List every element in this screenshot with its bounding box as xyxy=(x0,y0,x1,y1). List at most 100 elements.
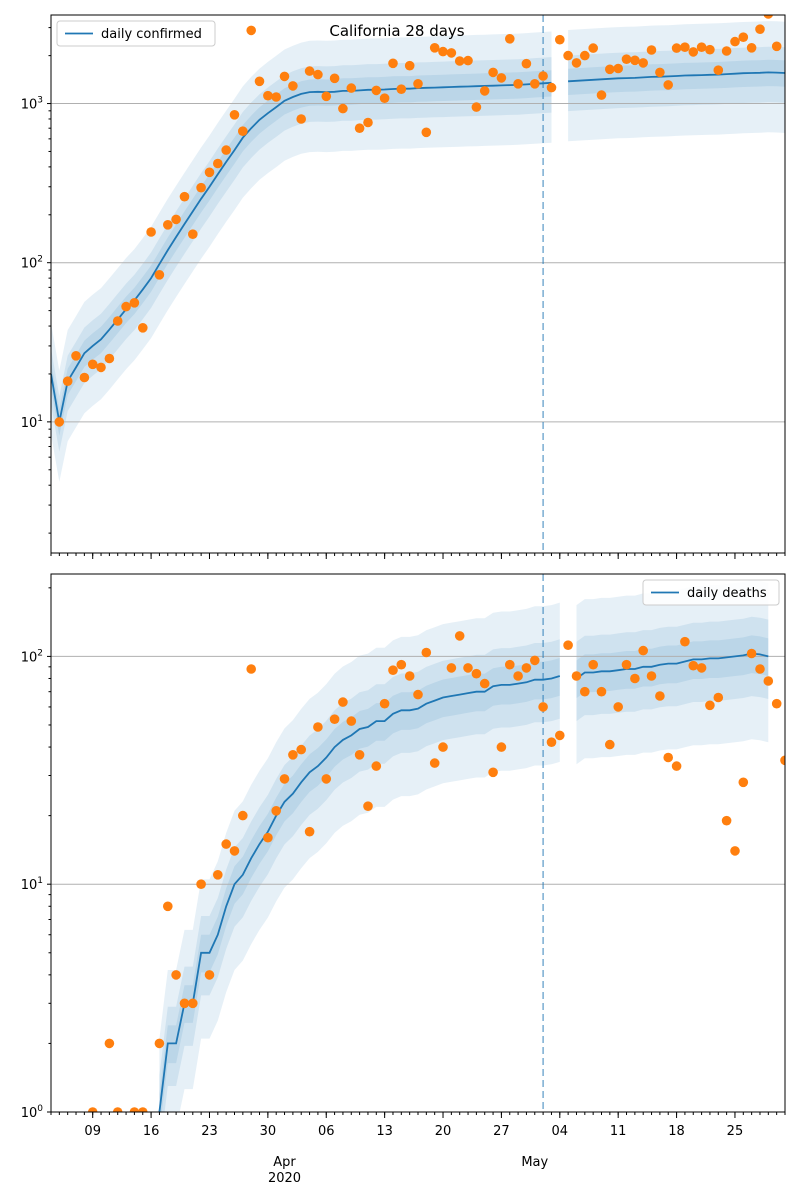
observed-point xyxy=(488,767,498,778)
observed-point xyxy=(680,636,690,647)
observed-point xyxy=(279,774,290,784)
observed-point xyxy=(563,50,573,61)
observed-point xyxy=(238,810,248,821)
observed-point xyxy=(112,1107,123,1112)
observed-point xyxy=(329,714,340,724)
observed-point xyxy=(496,742,507,752)
observed-point xyxy=(680,42,690,52)
observed-point xyxy=(638,58,648,68)
observed-point xyxy=(613,702,623,712)
observed-point xyxy=(446,48,457,58)
uncertainty-band xyxy=(568,46,785,112)
observed-point xyxy=(62,376,73,387)
observed-point xyxy=(338,697,348,707)
observed-point xyxy=(329,73,340,84)
observed-point xyxy=(730,36,740,47)
observed-point xyxy=(538,702,548,712)
observed-point xyxy=(780,755,785,766)
observed-point xyxy=(596,90,607,100)
observed-point xyxy=(179,998,190,1009)
uncertainty-band xyxy=(159,602,560,1112)
x-tick-label: 13 xyxy=(376,1124,393,1139)
observed-point xyxy=(621,54,632,64)
observed-point xyxy=(346,716,357,726)
observed-point xyxy=(713,65,724,75)
observed-point xyxy=(663,752,673,763)
observed-point xyxy=(421,647,432,658)
observed-point xyxy=(304,66,315,76)
observed-point xyxy=(363,801,373,811)
y-tick-exponent: 2 xyxy=(37,648,43,658)
observed-point xyxy=(221,145,231,155)
observed-point xyxy=(188,229,198,239)
observed-point xyxy=(254,76,265,87)
observed-point xyxy=(771,698,782,709)
observed-point xyxy=(296,744,307,755)
observed-point xyxy=(321,774,332,784)
observed-point xyxy=(354,750,365,760)
observed-point xyxy=(304,826,315,837)
figure-title: California 28 days xyxy=(329,22,464,40)
x-tick-label: 16 xyxy=(143,1124,160,1139)
observed-point xyxy=(129,298,140,308)
observed-point xyxy=(163,220,173,230)
y-tick-label: 102 xyxy=(21,648,43,665)
observed-point xyxy=(705,700,715,711)
x-tick-label: 04 xyxy=(552,1124,569,1139)
confirmed-panel: 101 102 103 daily confirmed xyxy=(21,14,786,559)
observed-point xyxy=(630,673,640,684)
observed-point xyxy=(688,660,699,671)
observed-point xyxy=(738,32,749,42)
observed-point xyxy=(371,85,382,96)
y-tick-label: 103 xyxy=(21,96,43,113)
observed-point xyxy=(171,214,181,225)
observed-point xyxy=(71,351,81,361)
observed-point xyxy=(279,71,290,82)
observed-point xyxy=(763,676,774,686)
observed-point xyxy=(129,1107,140,1112)
y-tick-exponent: 1 xyxy=(37,876,43,886)
observed-point xyxy=(363,117,373,128)
model-line xyxy=(575,652,769,680)
observed-point xyxy=(379,698,390,709)
observed-point xyxy=(154,270,165,280)
observed-point xyxy=(96,362,106,373)
legend-box xyxy=(642,579,780,606)
observed-point xyxy=(221,839,231,849)
observed-point xyxy=(671,761,682,771)
observed-point xyxy=(263,90,273,101)
legend-box xyxy=(56,20,216,47)
observed-point xyxy=(87,1107,98,1112)
y-tick-label: 100 xyxy=(21,1104,44,1121)
observed-point xyxy=(505,34,515,44)
observed-point xyxy=(196,879,206,889)
uncertainty-band xyxy=(576,580,769,765)
month-label: Apr xyxy=(273,1155,296,1170)
observed-point xyxy=(263,832,273,843)
observed-point xyxy=(229,110,240,120)
month-label: May xyxy=(521,1155,548,1170)
observed-point xyxy=(404,60,415,71)
observed-point xyxy=(605,739,615,750)
observed-point xyxy=(204,167,215,178)
plot-area xyxy=(51,15,785,553)
x-tick-label: 20 xyxy=(435,1124,452,1139)
observed-point xyxy=(138,323,148,333)
observed-point xyxy=(571,58,582,68)
observed-point xyxy=(713,692,724,703)
x-tick-label: 11 xyxy=(610,1124,627,1139)
observed-point xyxy=(563,640,573,650)
x-tick-label: 25 xyxy=(727,1124,744,1139)
observed-point xyxy=(580,50,590,61)
observed-point xyxy=(213,158,223,169)
observed-point xyxy=(438,742,448,752)
observed-point xyxy=(580,686,590,697)
observed-point xyxy=(671,43,682,53)
observed-point xyxy=(396,659,407,670)
observed-point xyxy=(154,1038,165,1049)
observed-point xyxy=(513,671,523,681)
observed-point xyxy=(288,81,298,91)
observed-point xyxy=(104,353,115,364)
observed-point xyxy=(555,730,565,741)
